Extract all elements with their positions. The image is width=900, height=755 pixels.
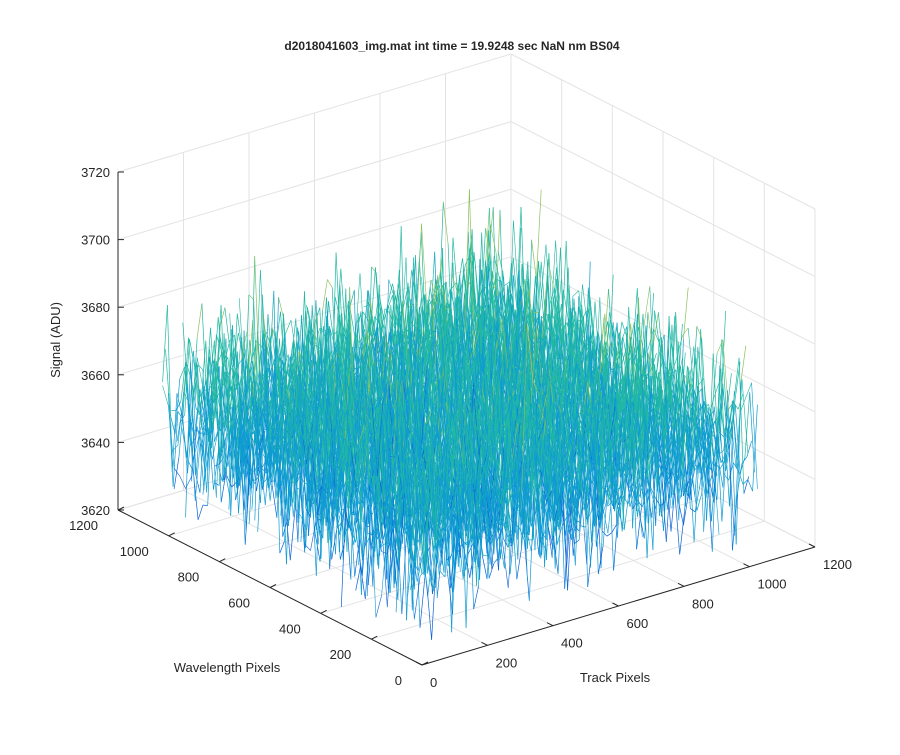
surface-mesh — [163, 189, 758, 640]
surface-segment — [198, 505, 203, 520]
surface-segment — [175, 379, 180, 435]
surface-segment — [327, 280, 332, 288]
surface-segment — [532, 240, 537, 280]
surface-segment — [249, 295, 254, 300]
surface-segment — [163, 305, 168, 382]
surface-segment — [290, 509, 295, 561]
surface-segment — [168, 393, 173, 487]
surface-segment — [225, 470, 230, 496]
surface-segment — [272, 485, 277, 518]
surface-segment — [197, 304, 202, 339]
surface-segment — [182, 413, 187, 458]
